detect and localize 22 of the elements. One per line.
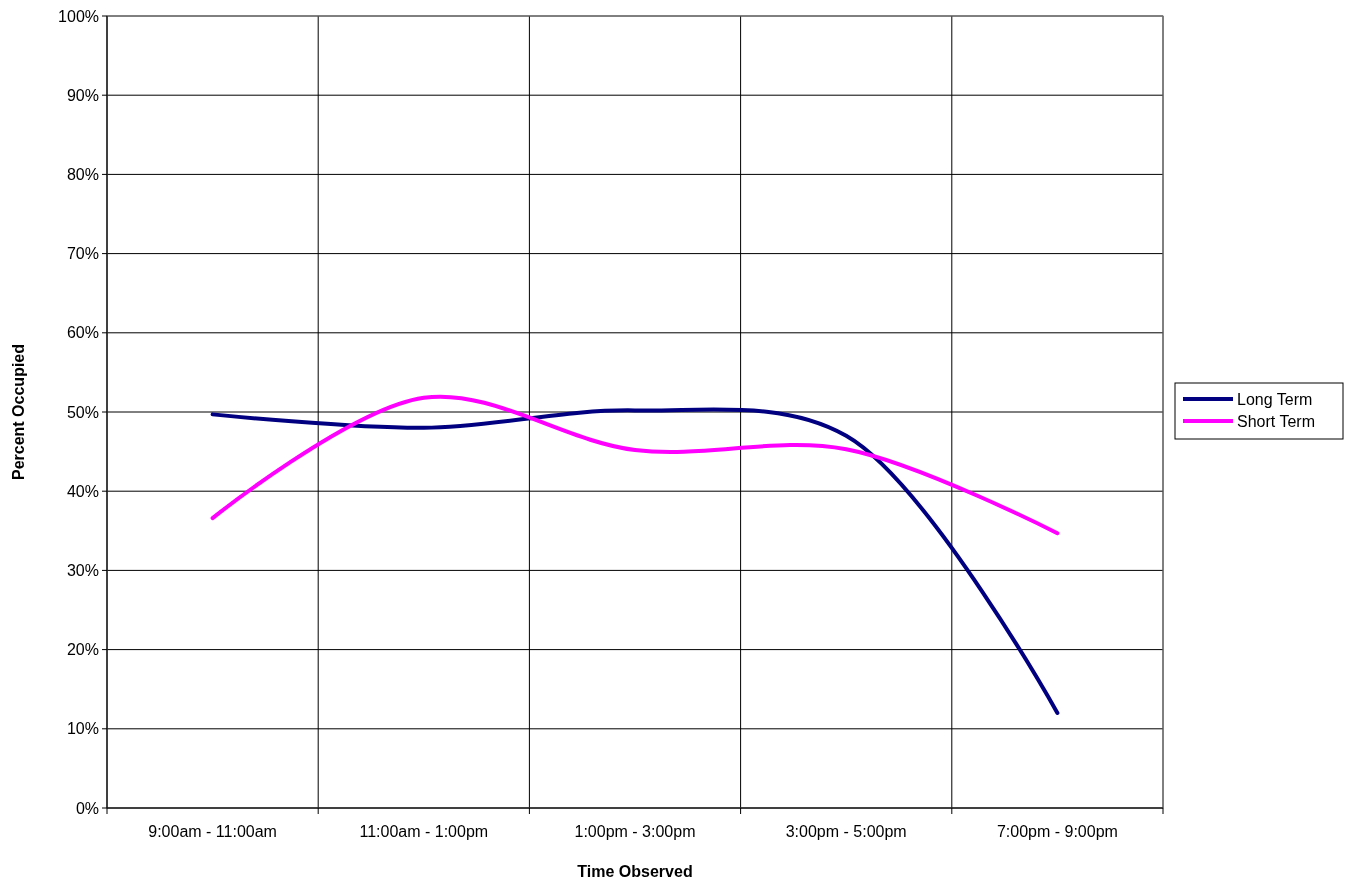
x-tick-label: 1:00pm - 3:00pm: [574, 823, 696, 840]
x-axis-title: Time Observed: [577, 863, 693, 880]
y-tick-label: 30%: [66, 562, 99, 579]
legend-label: Long Term: [1237, 390, 1313, 408]
y-tick-label: 0%: [75, 799, 99, 817]
y-tick-label: 50%: [66, 403, 99, 421]
x-tick-label: 11:00am - 1:00pm: [359, 823, 489, 840]
y-tick-label: 10%: [66, 720, 99, 738]
y-tick-label: 40%: [66, 482, 99, 500]
y-axis-title: Percent Occupied: [10, 343, 27, 481]
y-tick-label: 80%: [66, 166, 99, 183]
legend-label: Short Term: [1237, 412, 1315, 430]
y-tick-label: 90%: [66, 86, 99, 104]
y-tick-label: 70%: [66, 245, 99, 263]
x-tick-label: 7:00pm - 9:00pm: [996, 823, 1118, 840]
y-tick-label: 60%: [66, 324, 99, 342]
x-tick-label: 3:00pm - 5:00pm: [785, 823, 907, 840]
y-tick-label: 20%: [66, 641, 99, 659]
x-tick-label: 9:00am - 11:00am: [148, 823, 277, 840]
line-series: [210, 394, 1060, 536]
line-series: [210, 407, 1060, 715]
y-tick-label: 100%: [58, 7, 99, 25]
